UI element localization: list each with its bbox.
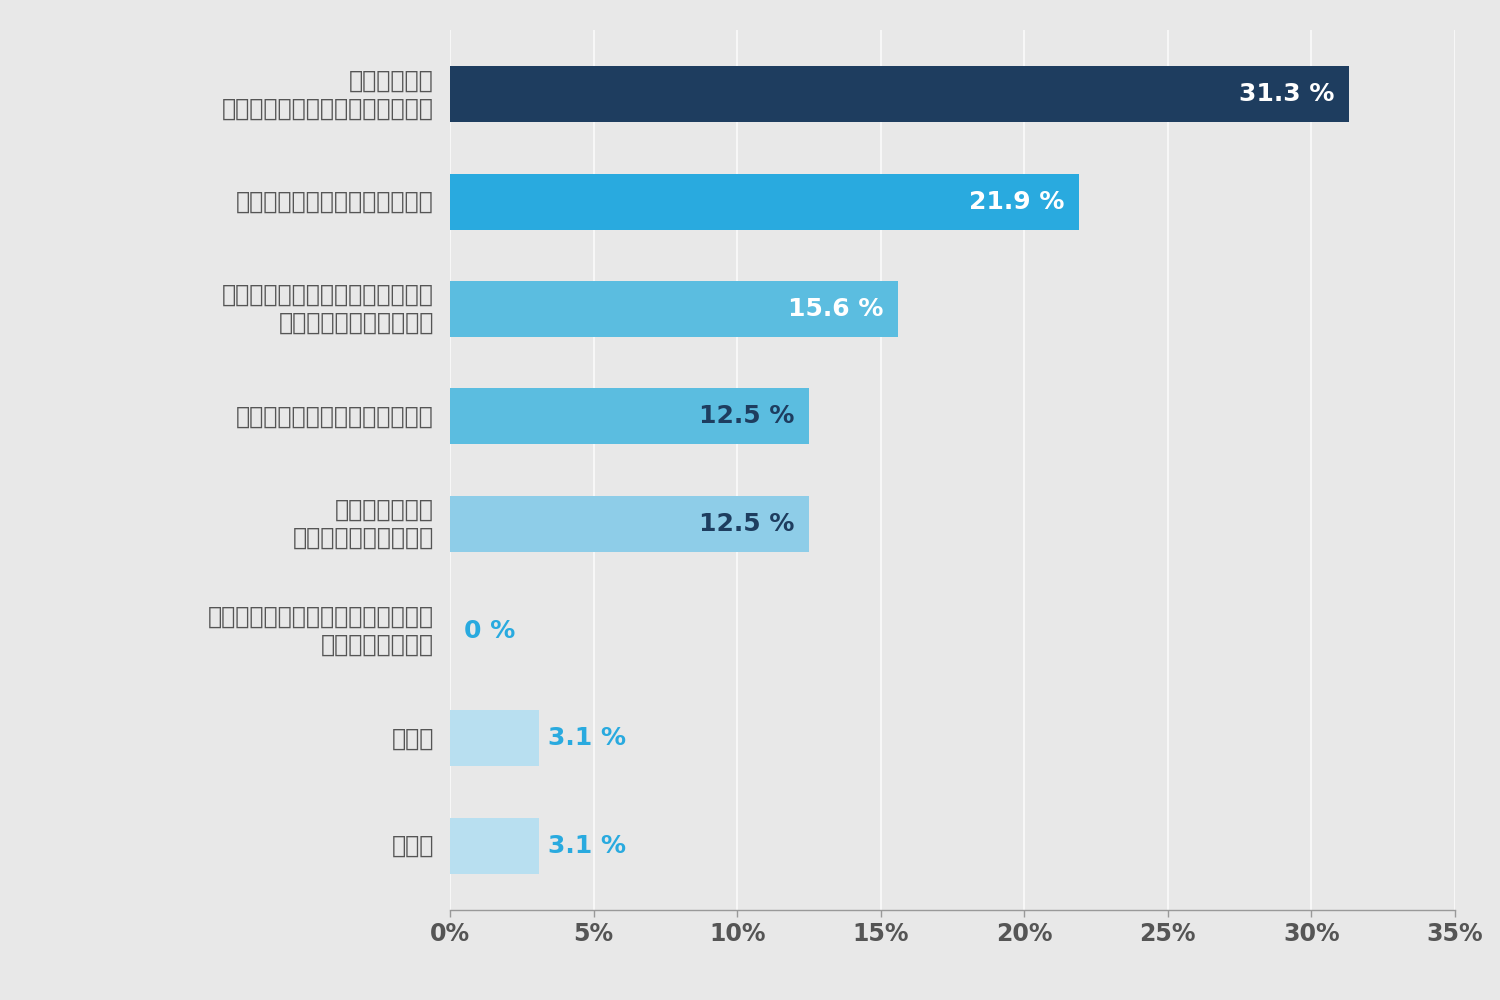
Text: 3.1 %: 3.1 %: [548, 834, 626, 858]
Text: 3.1 %: 3.1 %: [548, 726, 626, 750]
Bar: [450, 66, 1348, 122]
Bar: [450, 388, 808, 444]
Bar: [450, 496, 808, 552]
Bar: [450, 174, 1078, 230]
Text: 12.5 %: 12.5 %: [699, 512, 795, 536]
Text: 0 %: 0 %: [465, 619, 516, 643]
Bar: [450, 710, 538, 766]
Text: 31.3 %: 31.3 %: [1239, 82, 1335, 106]
Bar: [450, 281, 898, 337]
Text: 12.5 %: 12.5 %: [699, 404, 795, 428]
Text: 15.6 %: 15.6 %: [788, 297, 883, 321]
Text: 21.9 %: 21.9 %: [969, 190, 1065, 214]
Bar: [450, 818, 538, 874]
